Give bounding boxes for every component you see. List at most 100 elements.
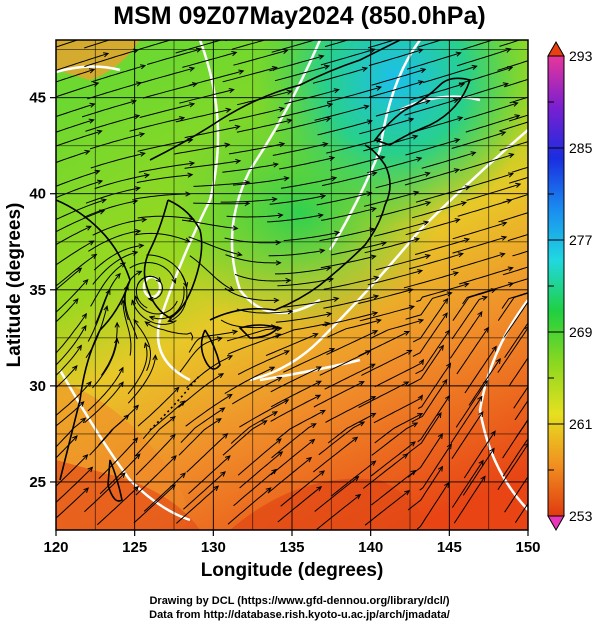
streamline-arrowhead [412, 134, 419, 140]
streamline [56, 345, 82, 377]
streamline [449, 311, 483, 359]
streamline-arrowhead [97, 179, 104, 185]
streamline-arrowhead [508, 282, 515, 288]
streamline-arrowhead [410, 441, 416, 447]
y-axis: 25 30 35 40 45 [29, 90, 56, 491]
streamline-arrowhead [446, 443, 452, 450]
streamline-arrowhead [86, 381, 92, 387]
streamline-arrowhead [417, 269, 424, 275]
streamline [319, 228, 375, 242]
streamline-arrowhead [316, 366, 323, 372]
streamline [374, 413, 423, 444]
streamline [415, 186, 470, 203]
streamline [56, 180, 103, 199]
streamline [375, 172, 430, 189]
streamline [321, 207, 376, 221]
streamline [455, 380, 488, 428]
streamline [411, 379, 448, 423]
streamline [193, 202, 250, 205]
streamline-arrowhead [373, 294, 380, 300]
streamline-arrowhead [140, 64, 147, 70]
streamline [324, 363, 376, 390]
streamline [56, 240, 94, 266]
streamline-arrowhead [402, 453, 409, 459]
streamline-arrowhead [81, 324, 87, 331]
streamline-arrowhead [536, 288, 541, 292]
streamline [499, 141, 528, 151]
isotherm-contour [478, 299, 528, 511]
streamline-arrowhead [455, 51, 462, 57]
streamline-arrowhead [464, 185, 471, 191]
streamline [56, 435, 78, 459]
streamline [87, 367, 124, 412]
streamline-arrowhead [261, 420, 268, 426]
streamline [280, 470, 325, 507]
streamline-arrowhead [169, 415, 176, 422]
streamline [284, 89, 339, 105]
streamline-arrowhead [232, 225, 239, 231]
streamline-arrowhead [365, 350, 372, 356]
streamline [370, 319, 424, 339]
streamline [182, 51, 237, 68]
streamline [367, 157, 422, 174]
streamline-arrowhead [120, 262, 126, 268]
streamline-arrowhead [437, 465, 444, 472]
streamline [135, 434, 176, 476]
streamline [452, 222, 507, 240]
streamline [323, 295, 379, 309]
streamline-arrowhead [543, 391, 547, 396]
coastline-taiwan [107, 459, 123, 502]
isotherm-contour [156, 40, 220, 382]
streamline-arrowhead [265, 487, 272, 493]
streamline-arrowhead [232, 329, 239, 335]
streamline-arrowhead [404, 490, 411, 496]
x-tick-label: 145 [437, 539, 462, 556]
streamline-arrowhead [213, 485, 220, 491]
streamline-arrowhead [372, 330, 379, 335]
streamline-arrowhead [134, 186, 141, 192]
streamline-arrowhead [424, 99, 431, 105]
streamline-arrowhead [275, 438, 282, 444]
streamline [56, 381, 92, 416]
streamline [84, 40, 111, 49]
streamline [133, 319, 152, 371]
streamline [136, 174, 193, 184]
streamline [220, 198, 277, 203]
streamline-arrowhead [370, 254, 377, 260]
streamline [267, 214, 323, 223]
streamline [92, 251, 138, 285]
streamline-arrowhead [188, 102, 196, 108]
streamline [504, 322, 528, 358]
streamline [363, 135, 418, 152]
streamline [175, 108, 231, 123]
streamline-arrowhead [231, 51, 238, 57]
streamline-arrowhead [143, 341, 149, 349]
streamline [417, 363, 451, 409]
streamline [224, 366, 275, 395]
streamline [451, 296, 488, 340]
streamline-arrowhead [490, 430, 496, 437]
streamline [188, 455, 231, 494]
streamline [324, 40, 350, 48]
streamline-arrowhead [445, 362, 452, 369]
streamline [81, 100, 136, 118]
streamline-arrowhead [491, 345, 497, 352]
streamline [405, 292, 452, 320]
streamline-arrowhead [366, 191, 373, 197]
streamline [91, 65, 146, 83]
streamline-arrowhead [224, 142, 231, 148]
streamline-arrowhead [76, 267, 83, 274]
streamline-arrowhead [219, 407, 226, 413]
streamline [368, 49, 423, 67]
y-tick-label: 25 [29, 474, 46, 491]
streamline-arrowhead [438, 344, 444, 351]
streamline-arrowhead [113, 337, 120, 344]
streamline [133, 484, 176, 524]
streamline [359, 305, 415, 322]
streamline [56, 325, 87, 366]
streamline-arrowhead [134, 453, 141, 460]
coastline-hokkaido [373, 77, 472, 146]
streamline [371, 470, 416, 506]
streamline [509, 176, 528, 184]
streamline [412, 312, 448, 357]
